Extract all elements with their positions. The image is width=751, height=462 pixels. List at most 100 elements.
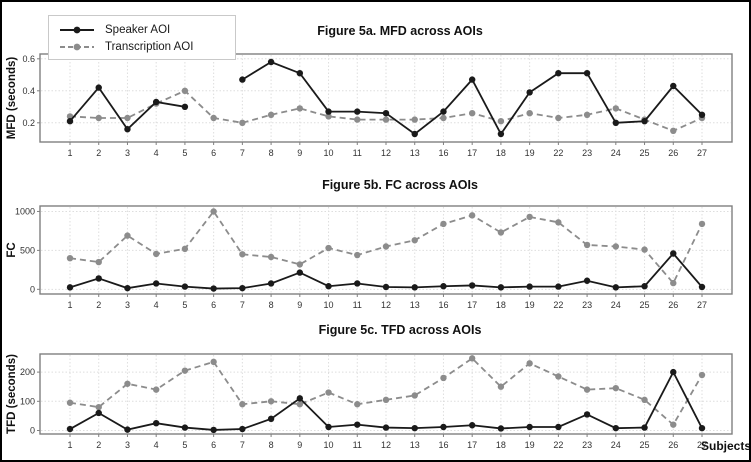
x-tick-label: 10: [324, 300, 334, 310]
x-tick-label: 9: [297, 440, 302, 450]
x-tick-label: 18: [496, 148, 506, 158]
transcription-point: [382, 116, 390, 123]
x-tick-label: 6: [211, 440, 216, 450]
x-tick-label: 19: [525, 148, 535, 158]
x-tick-label: 7: [240, 300, 245, 310]
transcription-line-icon: [60, 43, 94, 50]
speaker-point: [555, 70, 562, 77]
transcription-point: [526, 213, 533, 221]
transcription-point: [95, 403, 102, 411]
speaker-point: [698, 111, 706, 119]
x-tick-label: 11: [353, 300, 362, 310]
transcription-point: [152, 386, 160, 393]
x-tick-label: 16: [438, 300, 448, 310]
transcription-point: [296, 261, 304, 268]
speaker-point: [354, 108, 361, 115]
x-tick-label: 19: [525, 300, 535, 310]
x-tick-label: 26: [668, 300, 678, 310]
y-tick-label: 0.6: [22, 54, 35, 64]
x-tick-label: 23: [582, 300, 592, 310]
x-tick-label: 27: [697, 300, 707, 310]
y-tick-label: 0.4: [22, 86, 35, 96]
x-tick-label: 2: [96, 300, 101, 310]
x-tick-label: 2: [96, 440, 101, 450]
speaker-point: [267, 58, 275, 66]
speaker-point: [641, 118, 648, 125]
x-tick-label: 12: [381, 440, 391, 450]
transcription-point: [181, 87, 189, 94]
transcription-point: [354, 116, 361, 123]
y-axis-label: TFD (seconds): [6, 354, 18, 434]
speaker-point: [670, 368, 677, 376]
transcription-point: [670, 279, 677, 287]
y-tick-label: 1000: [15, 206, 35, 216]
x-tick-label: 18: [496, 300, 506, 310]
x-tick-label: 25: [640, 300, 650, 310]
speaker-point: [210, 426, 217, 434]
speaker-point: [124, 126, 131, 133]
transcription-point: [440, 220, 447, 228]
x-tick-label: 3: [125, 440, 130, 450]
speaker-point: [468, 76, 476, 83]
speaker-point: [411, 284, 418, 291]
transcription-point: [95, 114, 102, 122]
speaker-point: [583, 277, 591, 284]
y-tick-label: 200: [20, 367, 35, 377]
transcription-point: [354, 401, 361, 408]
speaker-point: [698, 424, 706, 432]
transcription-point: [555, 219, 562, 226]
speaker-point: [382, 283, 390, 291]
speaker-point: [526, 89, 533, 96]
x-tick-label: 17: [467, 440, 477, 450]
transcription-point: [325, 113, 332, 120]
speaker-point: [612, 284, 620, 291]
speaker-point: [66, 284, 74, 291]
speaker-point: [411, 130, 418, 138]
mfd-chart: 1 2 3 4 5 6 7 8 9 10 11 12 13 16 17 18 19 22 23 24 25 26 270.2…: [6, 53, 733, 158]
speaker-point: [526, 423, 533, 431]
speaker-point: [325, 283, 332, 290]
x-tick-label: 1: [67, 440, 72, 450]
transcription-point: [583, 241, 591, 249]
x-tick-label: 17: [467, 148, 477, 158]
transcription-point: [411, 392, 418, 399]
x-tick-label: 24: [611, 300, 621, 310]
speaker-point: [325, 423, 332, 431]
speaker-point: [411, 424, 418, 432]
x-tick-label: 13: [410, 300, 420, 310]
y-axis-label: FC: [6, 242, 18, 257]
speaker-point: [583, 411, 591, 418]
speaker-point: [468, 282, 476, 289]
transcription-point: [612, 105, 620, 112]
x-tick-label: 11: [353, 440, 362, 450]
transcription-point: [382, 243, 390, 250]
speaker-point: [497, 425, 505, 432]
transcription-point: [670, 421, 677, 428]
speaker-point: [66, 425, 74, 433]
legend-label-speaker: Speaker AOI: [105, 23, 171, 36]
transcription-point: [526, 360, 533, 367]
speaker-point: [641, 283, 648, 290]
speaker-point: [555, 423, 562, 431]
x-tick-label: 16: [438, 148, 448, 158]
speaker-point: [296, 269, 304, 276]
legend-glyph-point: [73, 43, 81, 50]
speaker-point: [468, 422, 476, 429]
speaker-point: [267, 280, 275, 287]
speaker-point: [354, 280, 361, 287]
transcription-line: [69, 89, 703, 132]
fc-chart: 1 2 3 4 5 6 7 8 9 10 11 12 13 16 17 18 19 22 23 24 25 26 27050…: [6, 205, 733, 310]
transcription-point: [239, 251, 246, 258]
speaker-point: [497, 130, 505, 138]
speaker-point: [181, 283, 189, 290]
x-tick-label: 8: [269, 440, 274, 450]
x-tick-label: 17: [467, 300, 477, 310]
x-tick-label: 12: [381, 300, 391, 310]
transcription-point: [239, 401, 246, 408]
x-tick-label: 16: [438, 440, 448, 450]
x-tick-label: 12: [381, 148, 391, 158]
speaker-point: [670, 82, 677, 90]
x-tick-label: 1: [67, 148, 72, 158]
y-tick-label: 100: [20, 396, 35, 406]
speaker-point: [440, 108, 447, 115]
